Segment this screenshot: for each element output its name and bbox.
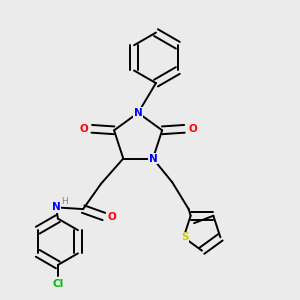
Text: H: H — [61, 196, 68, 206]
Text: N: N — [148, 154, 157, 164]
Text: O: O — [80, 124, 88, 134]
Text: O: O — [188, 124, 197, 134]
Text: N: N — [134, 108, 142, 118]
Text: O: O — [108, 212, 116, 221]
Text: S: S — [182, 232, 189, 242]
Text: Cl: Cl — [52, 279, 64, 289]
Text: N: N — [52, 202, 61, 212]
